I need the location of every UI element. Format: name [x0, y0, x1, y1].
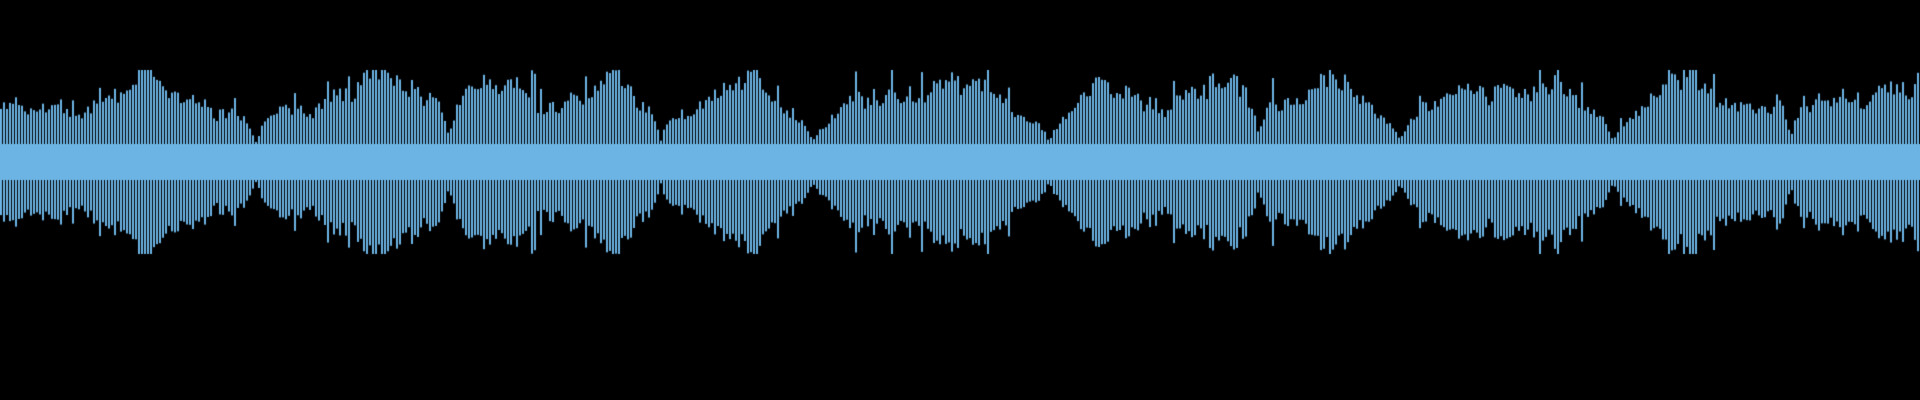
waveform-canvas[interactable]: [0, 0, 1920, 400]
audio-waveform-viewer[interactable]: [0, 0, 1920, 400]
